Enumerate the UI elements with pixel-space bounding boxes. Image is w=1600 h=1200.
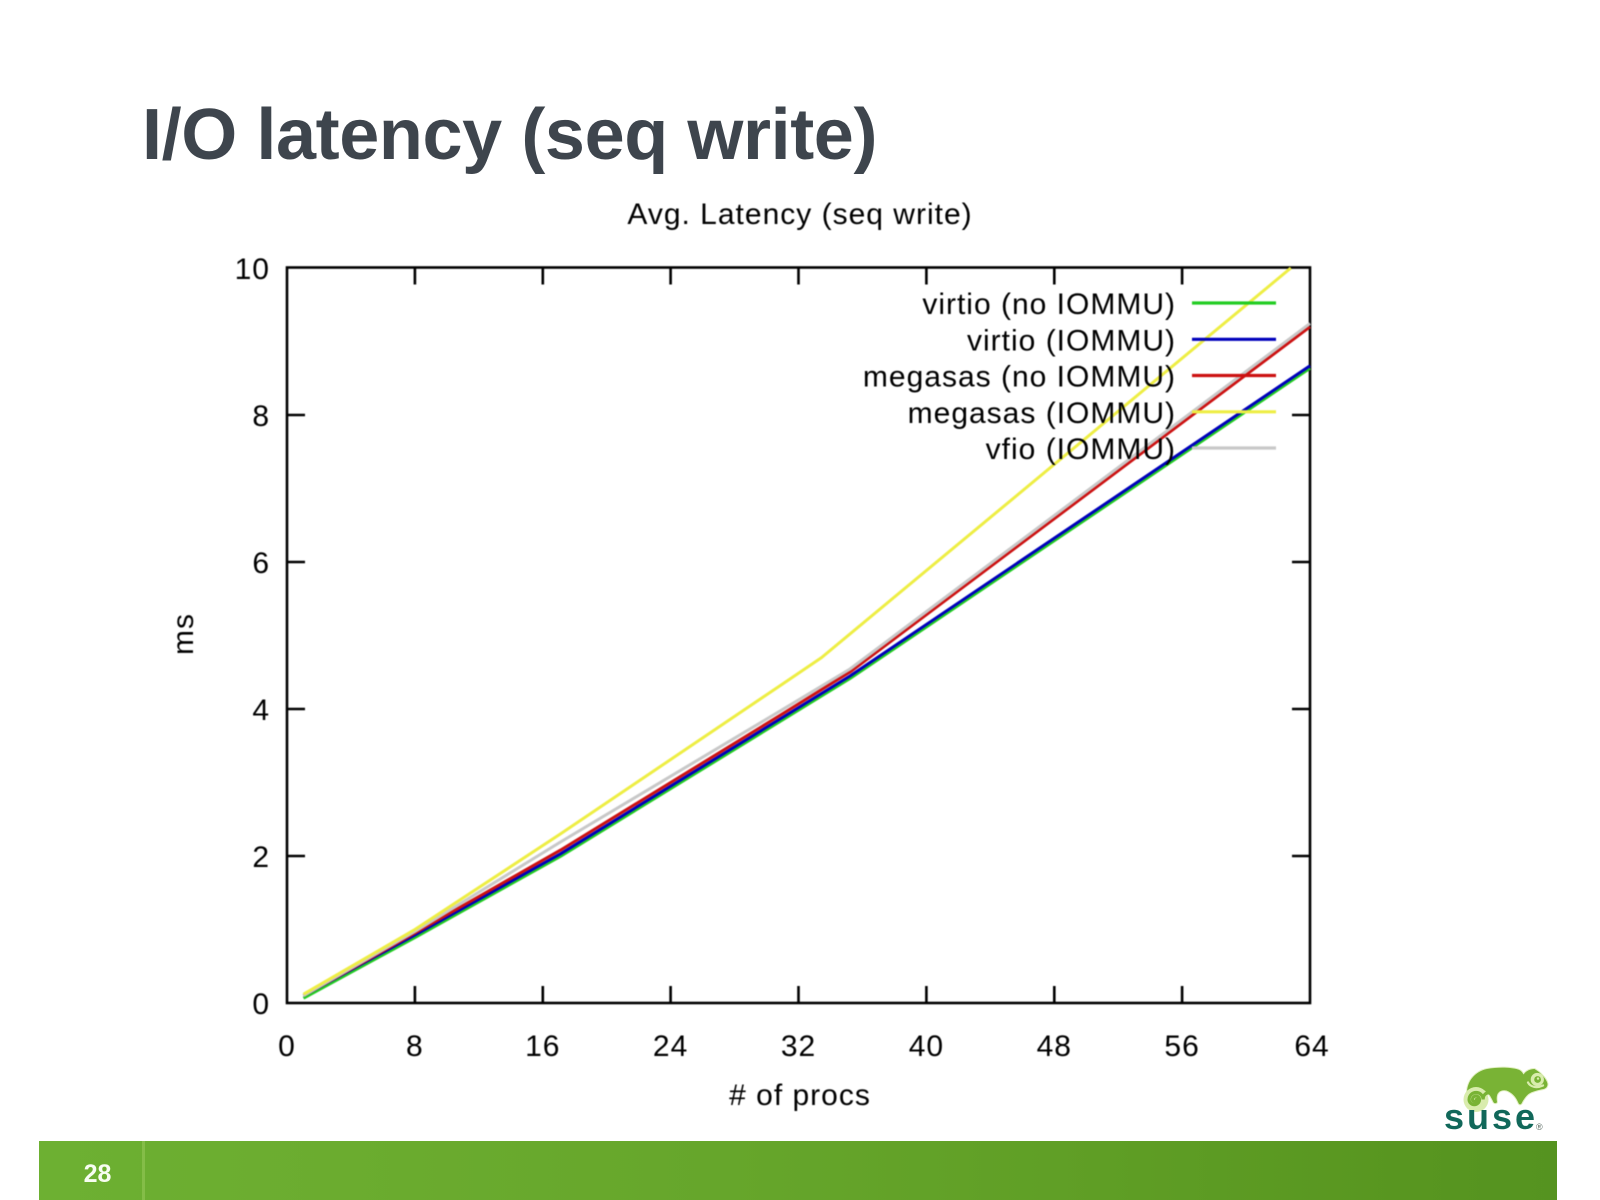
svg-text:64: 64: [1294, 1030, 1329, 1063]
svg-text:2: 2: [252, 841, 270, 874]
svg-text:®: ®: [1536, 1122, 1543, 1132]
svg-text:16: 16: [525, 1030, 560, 1063]
svg-text:# of procs: # of procs: [729, 1079, 871, 1112]
svg-text:megasas (IOMMU): megasas (IOMMU): [908, 397, 1176, 430]
svg-text:8: 8: [252, 400, 270, 433]
svg-text:megasas (no IOMMU): megasas (no IOMMU): [863, 361, 1176, 394]
svg-text:48: 48: [1037, 1030, 1072, 1063]
svg-text:56: 56: [1164, 1030, 1199, 1063]
svg-text:0: 0: [252, 988, 270, 1021]
svg-text:6: 6: [252, 547, 270, 580]
svg-text:40: 40: [909, 1030, 944, 1063]
svg-text:Avg. Latency (seq write): Avg. Latency (seq write): [627, 198, 972, 231]
svg-text:32: 32: [781, 1030, 816, 1063]
svg-text:8: 8: [406, 1030, 424, 1063]
svg-text:4: 4: [252, 694, 270, 727]
svg-text:vfio (IOMMU): vfio (IOMMU): [986, 433, 1176, 466]
svg-text:24: 24: [653, 1030, 688, 1063]
svg-text:0: 0: [278, 1030, 296, 1063]
svg-text:suse: suse: [1444, 1096, 1538, 1135]
svg-text:virtio (no IOMMU): virtio (no IOMMU): [922, 288, 1176, 321]
svg-text:virtio (IOMMU): virtio (IOMMU): [967, 324, 1176, 357]
svg-text:ms: ms: [167, 613, 200, 655]
svg-text:10: 10: [235, 253, 270, 286]
